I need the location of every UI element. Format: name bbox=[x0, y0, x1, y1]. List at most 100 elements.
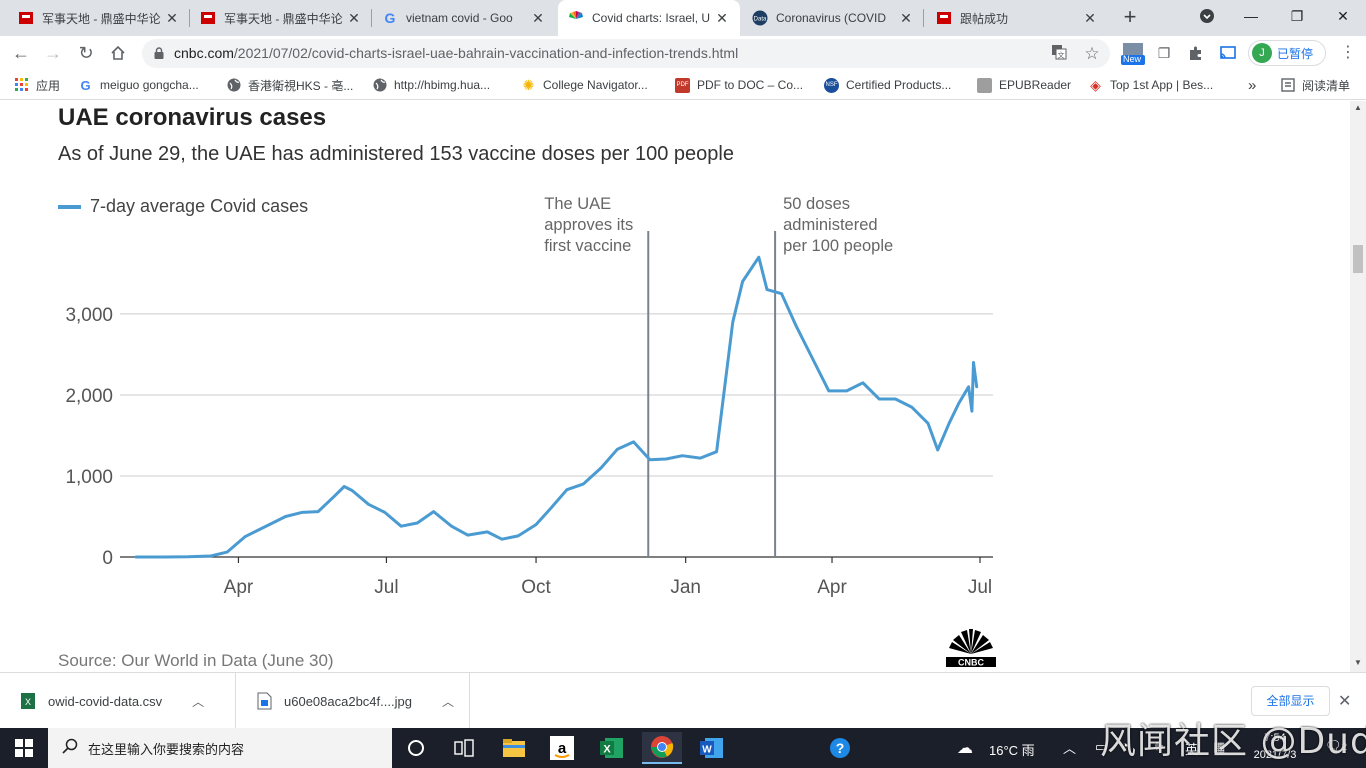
scroll-down-arrow[interactable]: ▼ bbox=[1354, 658, 1362, 667]
reload-button[interactable]: ↻ bbox=[78, 43, 94, 63]
system-clock[interactable]: 7:54 2021/7/3 bbox=[1240, 730, 1310, 764]
bookmark-label: Top 1st App | Bes... bbox=[1110, 78, 1214, 92]
extensions-puzzle-icon[interactable] bbox=[1184, 41, 1208, 65]
chevron-up-icon[interactable]: ︿ bbox=[441, 694, 454, 709]
extension-new-icon[interactable]: New bbox=[1120, 41, 1146, 65]
close-icon[interactable]: ✕ bbox=[716, 10, 728, 26]
bookmark-top-1st-app[interactable]: ◈ Top 1st App | Bes... bbox=[1088, 76, 1213, 94]
chevron-up-icon[interactable]: ︿ bbox=[192, 694, 205, 709]
notification-center-icon[interactable]: 🗨2 bbox=[1325, 738, 1348, 753]
bookmark-epubreader[interactable]: EPUBReader bbox=[977, 76, 1071, 94]
clock-time: 7:54 bbox=[1264, 732, 1286, 744]
start-button[interactable] bbox=[0, 728, 48, 768]
tab-google-search[interactable]: G vietnam covid - Goo ✕ bbox=[372, 0, 556, 36]
profile-status: 已暂停 bbox=[1277, 46, 1314, 61]
close-icon[interactable]: ✕ bbox=[1338, 693, 1352, 710]
annotation-label: The UAE bbox=[544, 195, 611, 213]
download-item-jpg[interactable]: u60e08aca2bc4f....jpg ︿ bbox=[236, 673, 470, 729]
weather-icon[interactable]: ☁ bbox=[957, 740, 973, 757]
tab-cnbc-active[interactable]: Covid charts: Israel, U ✕ bbox=[558, 0, 740, 36]
reading-list-icon bbox=[1280, 78, 1295, 93]
new-tab-button[interactable]: + bbox=[1123, 4, 1137, 29]
book-icon bbox=[977, 77, 992, 93]
tab-title: 军事天地 - 鼎盛中华论 bbox=[224, 11, 343, 26]
bookmark-hks[interactable]: 香港衛視HKS - 亳... bbox=[226, 76, 353, 94]
close-icon[interactable]: ✕ bbox=[532, 10, 544, 26]
translate-icon[interactable]: 文 bbox=[1049, 44, 1069, 64]
x-tick-label: Jul bbox=[374, 577, 398, 598]
close-window-button[interactable]: ✕ bbox=[1337, 8, 1349, 24]
tab-search-button[interactable] bbox=[1184, 0, 1230, 32]
bookmarks-bar: 应用 G meiguo gongcha... 香港衛視HKS - 亳... ht… bbox=[0, 70, 1366, 100]
tab-gentie[interactable]: 跟帖成功 ✕ bbox=[926, 0, 1108, 36]
bookmark-certified-products[interactable]: NSF Certified Products... bbox=[824, 76, 951, 94]
excel-file-icon: X bbox=[21, 693, 35, 709]
cnbc-icon bbox=[568, 10, 584, 26]
cast-icon[interactable] bbox=[1216, 41, 1240, 65]
chrome-icon[interactable] bbox=[642, 732, 682, 764]
minimize-button[interactable]: — bbox=[1244, 8, 1258, 24]
close-icon[interactable]: ✕ bbox=[900, 10, 912, 26]
y-tick-label: 1,000 bbox=[65, 467, 113, 488]
taskbar-search-box[interactable]: 在这里输入你要搜索的内容 bbox=[48, 728, 392, 768]
bookmark-label: PDF to DOC – Co... bbox=[697, 78, 804, 92]
forum-icon bbox=[936, 10, 952, 26]
bookmarks-overflow-button[interactable]: » bbox=[1248, 76, 1256, 94]
svg-text:a: a bbox=[558, 740, 567, 757]
line-chart: 0 1,000 2,000 3,000 Apr Jul Oct Jan Apr Jul The UA… bbox=[65, 195, 993, 598]
close-icon[interactable]: ✕ bbox=[166, 10, 178, 26]
help-icon[interactable]: ? bbox=[820, 732, 860, 764]
ime-mode-icon[interactable]: ▦ bbox=[1213, 739, 1226, 754]
lock-icon bbox=[154, 47, 164, 59]
forward-button[interactable]: → bbox=[44, 43, 62, 63]
clock-date: 2021/7/3 bbox=[1253, 749, 1297, 761]
task-view-icon[interactable] bbox=[444, 732, 484, 764]
amazon-icon[interactable]: a bbox=[542, 732, 582, 764]
bookmark-pdf-to-doc[interactable]: PDF PDF to DOC – Co... bbox=[675, 76, 803, 94]
extension-copy-icon[interactable]: ❐ bbox=[1157, 45, 1171, 61]
bookmark-apps[interactable]: 应用 bbox=[14, 76, 60, 94]
bookmark-star-icon[interactable]: ☆ bbox=[1084, 44, 1100, 63]
forum-icon bbox=[200, 10, 216, 26]
weather-text[interactable]: 16°C 雨 bbox=[989, 743, 1035, 758]
volume-icon[interactable]: 🕪 bbox=[1155, 738, 1164, 753]
back-button[interactable]: ← bbox=[12, 43, 30, 63]
forum-icon bbox=[18, 10, 34, 26]
bookmark-college-navigator[interactable]: ✺ College Navigator... bbox=[521, 76, 648, 94]
download-item-csv[interactable]: X owid-covid-data.csv ︿ bbox=[0, 673, 236, 729]
home-button[interactable] bbox=[105, 41, 131, 65]
close-icon[interactable]: ✕ bbox=[348, 10, 360, 26]
bookmark-meiguo[interactable]: G meiguo gongcha... bbox=[78, 76, 198, 94]
tab-junshi-2[interactable]: 军事天地 - 鼎盛中华论 ✕ bbox=[190, 0, 372, 36]
cortana-icon[interactable] bbox=[396, 732, 436, 764]
svg-text:X: X bbox=[25, 697, 31, 707]
page-content: UAE coronavirus cases As of June 29, the… bbox=[0, 101, 1350, 672]
image-file-icon bbox=[257, 692, 272, 710]
reading-list-button[interactable]: 阅读清单 bbox=[1280, 76, 1350, 94]
scroll-thumb[interactable] bbox=[1353, 245, 1363, 273]
bookmark-hbimg[interactable]: http://hbimg.hua... bbox=[372, 76, 490, 94]
file-explorer-icon[interactable] bbox=[494, 732, 534, 764]
profile-button[interactable]: J 已暂停 bbox=[1248, 40, 1326, 66]
tab-junshi-1[interactable]: 军事天地 - 鼎盛中华论 ✕ bbox=[8, 0, 190, 36]
watermark: 风闻社区 @Dude bbox=[1100, 721, 1366, 762]
network-icon[interactable]: ◔ bbox=[1121, 738, 1129, 753]
show-all-downloads-button[interactable]: 全部显示 bbox=[1251, 686, 1330, 716]
word-icon[interactable]: W bbox=[692, 732, 732, 764]
tray-chevron-icon[interactable]: ︿ bbox=[1063, 741, 1077, 756]
chart-source: Source: Our World in Data (June 30) bbox=[58, 651, 334, 670]
y-tick-label: 0 bbox=[102, 548, 113, 569]
address-bar[interactable]: cnbc.com/2021/07/02/covid-charts-israel-… bbox=[142, 39, 1110, 68]
menu-kebab-icon[interactable]: ⋮ bbox=[1340, 44, 1356, 61]
scroll-up-arrow[interactable]: ▲ bbox=[1354, 103, 1362, 112]
excel-icon[interactable]: X bbox=[592, 732, 632, 764]
restore-button[interactable]: ❐ bbox=[1290, 8, 1304, 24]
x-tick-label: Oct bbox=[521, 577, 551, 598]
page-scrollbar[interactable]: ▲ ▼ bbox=[1350, 101, 1366, 672]
globe-icon bbox=[226, 78, 241, 93]
battery-icon[interactable]: ▭ bbox=[1095, 739, 1108, 754]
tab-owid[interactable]: Data Coronavirus (COVID ✕ bbox=[742, 0, 924, 36]
ime-indicator[interactable]: 英 bbox=[1185, 742, 1199, 757]
close-icon[interactable]: ✕ bbox=[1084, 10, 1096, 26]
taskbar-search-placeholder: 在这里输入你要搜索的内容 bbox=[88, 741, 245, 757]
